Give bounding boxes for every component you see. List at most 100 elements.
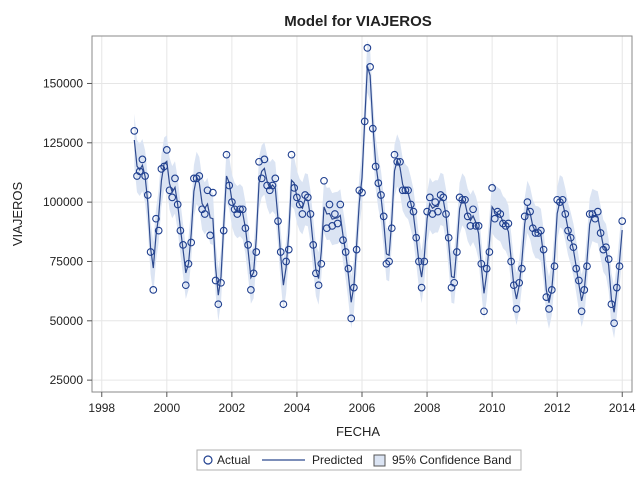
actual-point xyxy=(515,278,524,287)
actual-point xyxy=(219,226,228,235)
actual-point xyxy=(350,283,358,292)
actual-point xyxy=(458,195,467,204)
actual-point xyxy=(472,222,480,230)
actual-point xyxy=(401,186,410,195)
actual-point xyxy=(360,117,369,126)
actual-point xyxy=(152,214,160,223)
actual-point xyxy=(222,150,231,159)
grid xyxy=(92,36,632,392)
actual-point xyxy=(209,188,217,197)
y-tick-label: 125000 xyxy=(43,136,83,150)
actual-point xyxy=(412,233,421,242)
actual-point xyxy=(274,217,282,225)
actual-point xyxy=(165,186,174,195)
actual-point xyxy=(387,224,396,233)
y-axis-label: VIAJEROS xyxy=(10,182,25,247)
actual-point xyxy=(336,200,345,209)
x-tick-label: 2014 xyxy=(609,401,636,415)
actual-point xyxy=(303,193,312,202)
actual-point xyxy=(564,226,572,235)
actual-point xyxy=(575,276,583,285)
actual-point xyxy=(469,205,477,214)
actual-point xyxy=(279,300,288,309)
actual-point xyxy=(593,207,602,216)
actual-point xyxy=(160,162,168,171)
actual-point xyxy=(341,248,350,256)
actual-point xyxy=(379,212,388,221)
actual-point xyxy=(550,262,559,271)
actual-point xyxy=(398,186,407,195)
actual-point xyxy=(309,241,318,249)
actual-point xyxy=(249,269,258,278)
legend-frame xyxy=(196,449,522,471)
actual-point xyxy=(507,257,515,266)
y-tick-label: 25000 xyxy=(50,373,84,387)
actual-point xyxy=(404,186,412,195)
actual-point xyxy=(371,162,380,171)
actual-point xyxy=(520,212,529,221)
actual-point xyxy=(320,176,328,185)
actual-point xyxy=(439,193,448,202)
actual-point xyxy=(184,259,193,268)
actual-point xyxy=(615,262,624,271)
actual-point xyxy=(293,193,301,202)
actual-point xyxy=(154,226,163,235)
y-tick-label: 75000 xyxy=(50,254,84,268)
actual-point xyxy=(187,238,196,247)
x-tick-label: 2008 xyxy=(414,401,441,415)
actual-point xyxy=(480,307,488,316)
actual-point xyxy=(396,157,404,166)
actual-point xyxy=(244,241,252,249)
actual-point xyxy=(591,214,599,223)
actual-point xyxy=(610,319,618,328)
actual-point xyxy=(225,181,234,190)
actual-point xyxy=(206,231,215,240)
actual-point xyxy=(276,248,285,256)
actual-point xyxy=(461,195,469,204)
actual-point xyxy=(143,191,152,199)
actual-point xyxy=(580,286,589,294)
actual-point xyxy=(377,191,385,199)
actual-point xyxy=(282,257,290,266)
y-axis: 25000 50000 75000 100000 125000 150000 xyxy=(43,76,92,387)
x-tick-label: 2000 xyxy=(153,401,180,415)
confidence-band xyxy=(134,40,623,339)
actual-point xyxy=(485,248,494,256)
actual-point xyxy=(146,248,155,256)
actual-point xyxy=(257,174,266,183)
actual-point xyxy=(420,257,429,266)
actual-point xyxy=(463,212,472,221)
x-axis: 1998 2000 2002 2004 2006 2008 2010 2012 2014 xyxy=(88,392,636,415)
actual-point xyxy=(352,245,361,254)
actual-point xyxy=(317,259,326,268)
actual-point xyxy=(374,179,383,187)
actual-point xyxy=(431,198,440,206)
actual-point xyxy=(444,233,453,242)
actual-point xyxy=(417,283,426,292)
actual-point xyxy=(171,174,179,183)
actual-point xyxy=(228,198,236,206)
actual-point xyxy=(488,184,496,192)
actual-point xyxy=(325,200,334,209)
actual-point xyxy=(179,241,187,249)
actual-point xyxy=(596,229,605,237)
actual-point xyxy=(333,219,342,228)
actual-point xyxy=(368,124,377,133)
legend: Actual Predicted 95% Confidence Band xyxy=(196,449,522,471)
actual-point xyxy=(425,193,434,202)
legend-band-label: 95% Confidence Band xyxy=(392,453,511,467)
actual-point xyxy=(504,219,513,228)
x-tick-label: 2012 xyxy=(544,401,571,415)
x-tick-label: 2010 xyxy=(479,401,506,415)
legend-actual-label: Actual xyxy=(217,453,250,467)
actual-point xyxy=(181,281,190,290)
actual-point xyxy=(577,307,586,316)
actual-point xyxy=(295,200,304,209)
x-tick-label: 2004 xyxy=(284,401,311,415)
actual-point xyxy=(415,257,423,266)
actual-point xyxy=(474,222,483,230)
actual-point xyxy=(466,222,475,230)
actual-point xyxy=(604,255,613,263)
actual-point xyxy=(195,172,204,180)
